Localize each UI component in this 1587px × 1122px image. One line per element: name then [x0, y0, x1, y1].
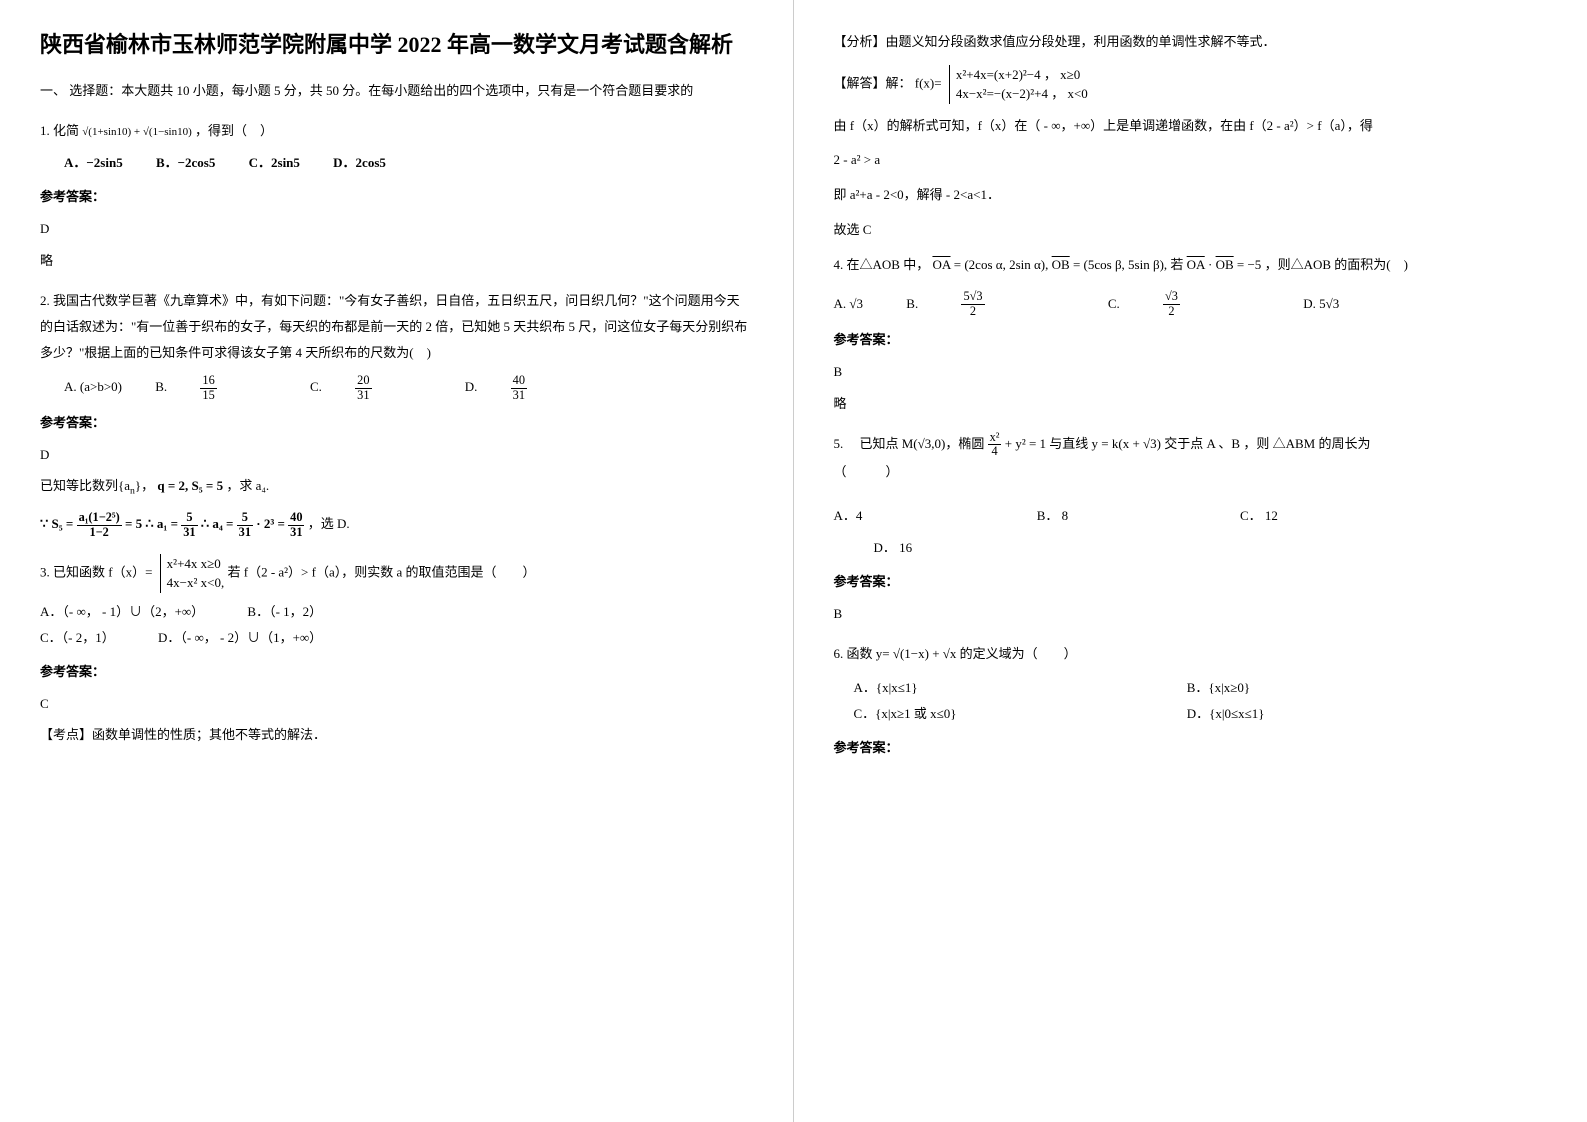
q5-optB: B． 8 — [1037, 503, 1237, 529]
q3-analysis-1: 【分析】由题义知分段函数求值应分段处理，利用函数的单调性求解不等式． — [834, 30, 1548, 55]
q2-optB: B. 1615 — [155, 379, 280, 394]
q1-stem-post: ，得到（ ） — [195, 123, 273, 138]
question-2: 2. 我国古代数学巨著《九章算术》中，有如下问题："今有女子善织，日自倍，五日织… — [40, 288, 753, 539]
q1-optD: D．2cos5 — [333, 155, 386, 170]
q1-optB: B．−2cos5 — [156, 155, 215, 170]
q4-note: 略 — [834, 391, 1548, 417]
q3-optC: C．（- 2，1） — [40, 625, 115, 651]
answer-label: 参考答案： — [834, 569, 1548, 595]
q3-stem-pre: 3. 已知函数 f（x）= — [40, 564, 152, 579]
q2-answer: D — [40, 442, 753, 468]
q3-line4: 故选 C — [834, 218, 1548, 243]
q4-optA: A. √3 — [834, 291, 864, 317]
q2-optA: A. (a>b>0) — [64, 379, 122, 394]
q1-answer: D — [40, 216, 753, 242]
answer-label: 参考答案： — [40, 659, 753, 685]
q2-exp1: 已知等比数列{an}， q = 2, S₅ = 5 ，求 a₄. — [40, 474, 753, 501]
question-1: 1. 化简 √(1+sin10) + √(1−sin10) ，得到（ ） A．−… — [40, 118, 753, 274]
q6-optA: A．{x|x≤1} — [854, 675, 1184, 701]
q6-optC: C．{x|x≥1 或 x≤0} — [854, 701, 1184, 727]
q5-optD: D． 16 — [874, 540, 913, 555]
q3-answer: C — [40, 691, 753, 717]
q1-stem-pre: 1. 化简 — [40, 123, 82, 138]
q3-optD: D．（- ∞， - 2）∪（1，+∞） — [158, 625, 322, 651]
q5-answer: B — [834, 601, 1548, 627]
q2-stem: 2. 我国古代数学巨著《九章算术》中，有如下问题："今有女子善织，日自倍，五日织… — [40, 288, 753, 366]
q3-stem-post: 若 f（2 - a²）> f（a），则实数 a 的取值范围是（ ） — [227, 564, 535, 579]
question-3: 3. 已知函数 f（x）= x²+4x x≥0 4x−x² x<0, 若 f（2… — [40, 554, 753, 748]
q6-optD: D．{x|0≤x≤1} — [1187, 706, 1265, 721]
section-heading: 一、 选择题：本大题共 10 小题，每小题 5 分，共 50 分。在每小题给出的… — [40, 79, 753, 102]
q2-optD: D. 4031 — [465, 379, 587, 394]
q4-answer: B — [834, 359, 1548, 385]
q3-kp: 【考点】函数单调性的性质；其他不等式的解法． — [40, 723, 753, 748]
q2-eq: ∵ S₅ = a₁(1−2⁵)1−2 = 5 ∴ a₁ = 531 ∴ a₄ =… — [40, 511, 753, 539]
answer-label: 参考答案： — [834, 327, 1548, 353]
page-title: 陕西省榆林市玉林师范学院附属中学 2022 年高一数学文月考试题含解析 — [40, 30, 753, 61]
q4-optB: B. 5√32 — [906, 290, 1064, 318]
q3-line2: 2 - a² > a — [834, 148, 1548, 173]
answer-label: 参考答案： — [834, 735, 1548, 761]
q5-optC: C． 12 — [1240, 503, 1278, 529]
question-4: 4. 在△AOB 中， OA = (2cos α, 2sin α), OB = … — [834, 252, 1548, 416]
q6-optB: B．{x|x≥0} — [1187, 680, 1250, 695]
q5-optA: A．4 — [834, 503, 1034, 529]
answer-label: 参考答案： — [40, 410, 753, 436]
q3-optB: B．（- 1，2） — [247, 599, 322, 625]
q4-optD: D. 5√3 — [1303, 291, 1339, 317]
q4-optC: C. √32 — [1108, 290, 1260, 318]
q3-cases: x²+4x x≥0 4x−x² x<0, — [160, 554, 225, 593]
q1-optC: C．2sin5 — [249, 155, 300, 170]
question-6: 6. 函数 y= √(1−x) + √x 的定义域为（ ） A．{x|x≤1} … — [834, 641, 1548, 761]
q3-optA: A．（- ∞， - 1）∪（2，+∞） — [40, 599, 204, 625]
q3-line1: 由 f（x）的解析式可知，f（x）在（ - ∞，+∞）上是单调递增函数，在由 f… — [834, 114, 1548, 139]
q1-optA: A．−2sin5 — [64, 155, 123, 170]
answer-label: 参考答案： — [40, 184, 753, 210]
q3-line3: 即 a²+a - 2<0，解得 - 2<a<1． — [834, 183, 1548, 208]
q1-note: 略 — [40, 248, 753, 274]
question-5: 5. 已知点 M(√3,0)，椭圆 x²4 + y² = 1 与直线 y = k… — [834, 431, 1548, 627]
q2-optC: C. 2031 — [310, 379, 435, 394]
q1-expr: √(1+sin10) + √(1−sin10) — [82, 126, 192, 138]
q6-stem: 6. 函数 y= √(1−x) + √x 的定义域为（ ） — [834, 641, 1548, 667]
q3-analysis-2: 【解答】解： f(x)= x²+4x=(x+2)²−4 ， x≥0 4x−x²=… — [834, 65, 1548, 104]
